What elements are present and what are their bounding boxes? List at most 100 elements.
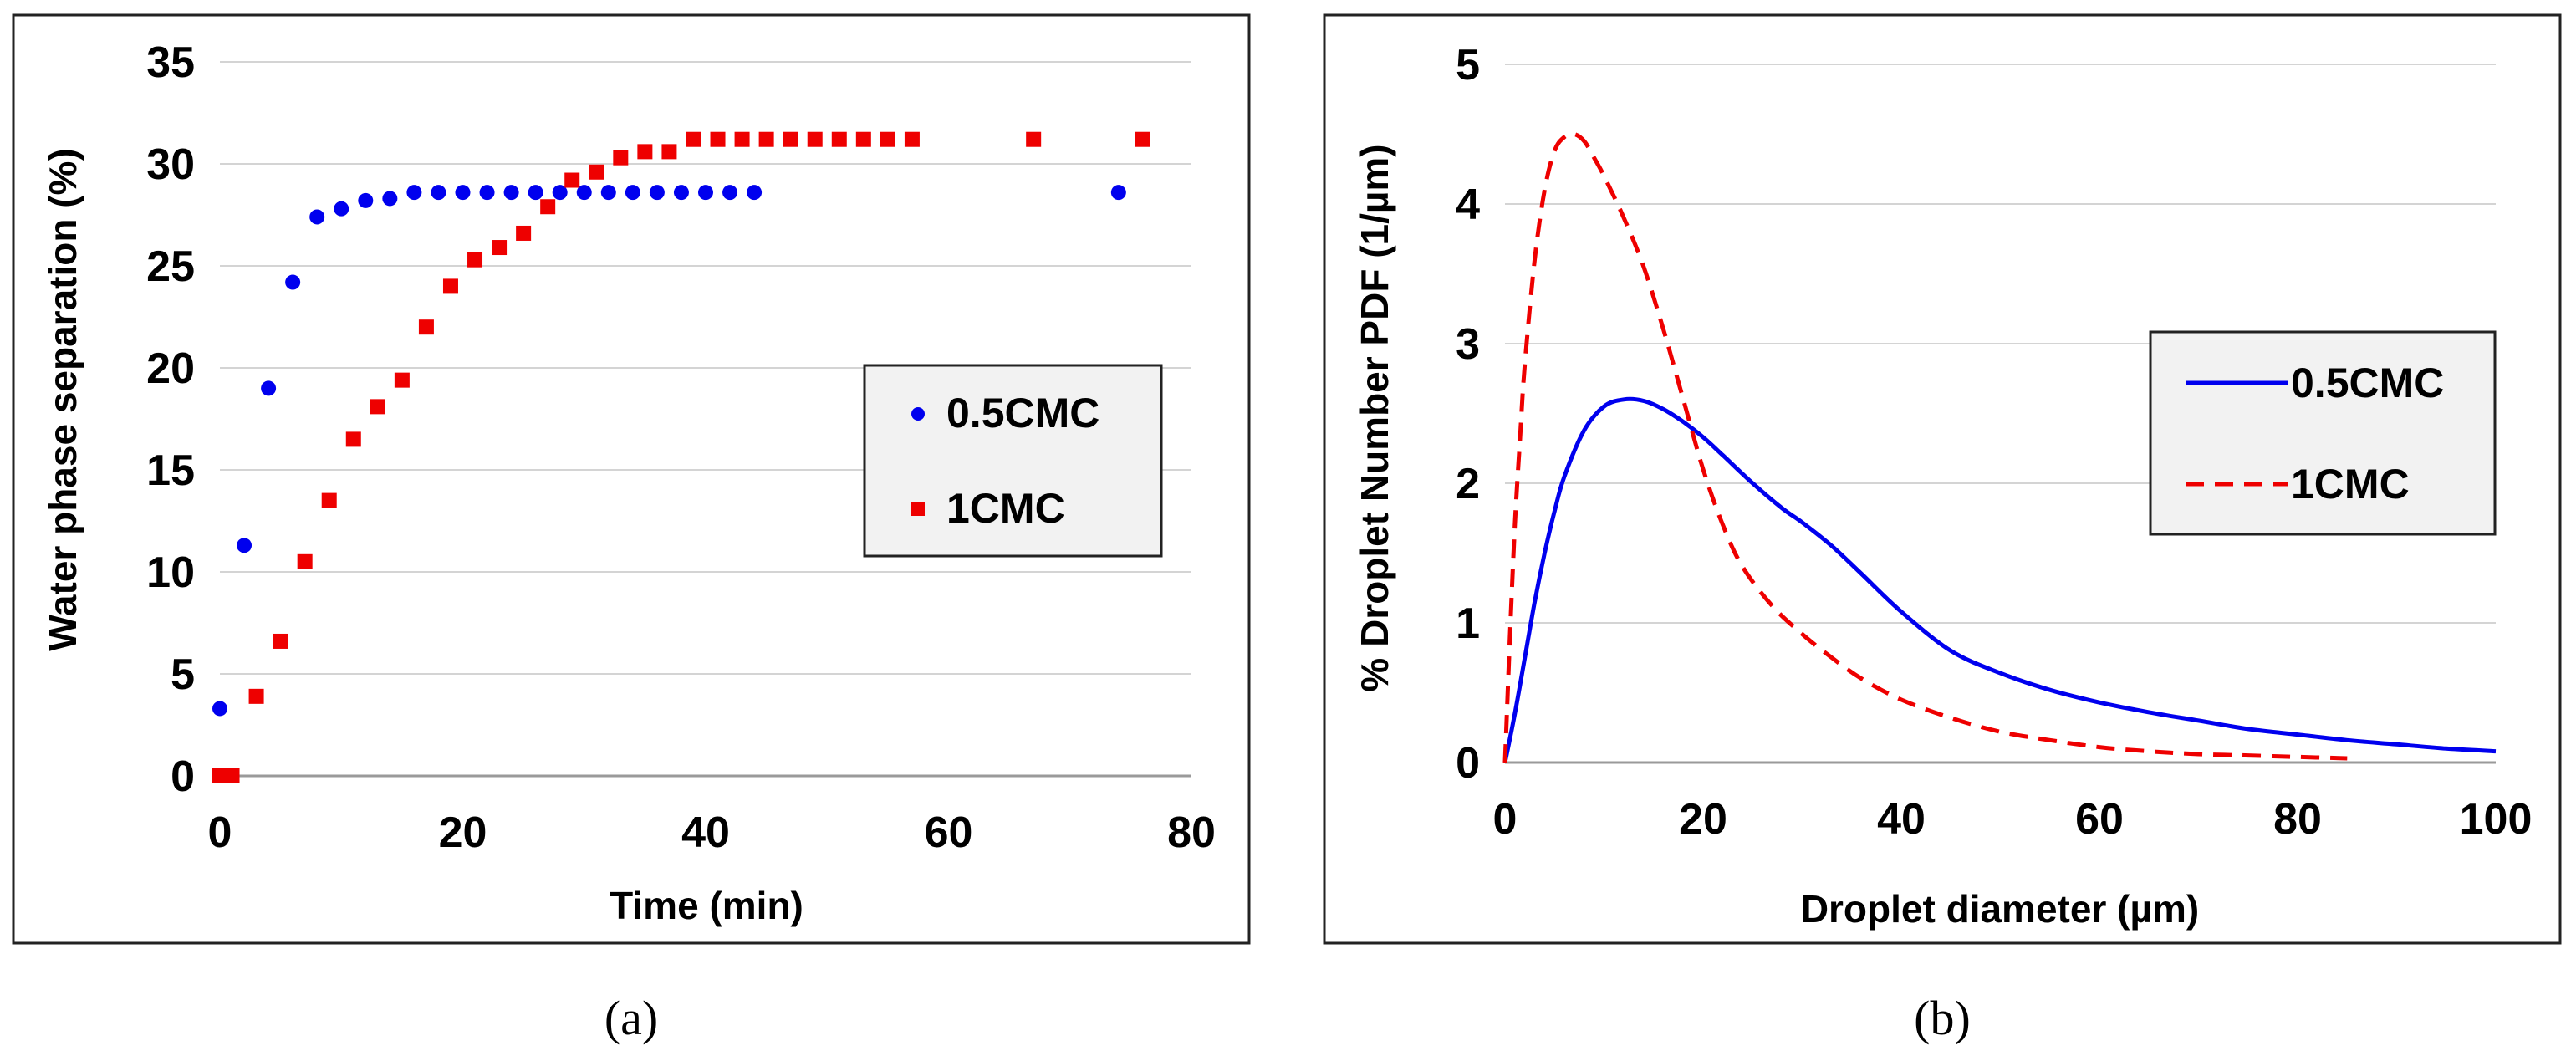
panel-a-x-tick-label: 80 xyxy=(1167,809,1216,857)
panel-a-legend-box xyxy=(863,364,1163,558)
panel-a-point-1cmc xyxy=(564,172,580,188)
panel-a-point-0-5cmc xyxy=(431,185,446,201)
panel-a-point-0-5cmc xyxy=(382,191,398,207)
panel-a-point-1cmc xyxy=(224,768,240,783)
panel-a-caption-label: (a) xyxy=(604,991,658,1045)
panel-a-point-1cmc xyxy=(855,131,871,147)
panel-a-y-tick-label: 20 xyxy=(146,344,195,393)
panel-a-point-1cmc xyxy=(492,240,508,256)
panel-a-point-1cmc xyxy=(248,688,264,704)
panel-a-scatter-chart: 0 5 10 15 20 25 30 35 0 20 40 60 80 Water phase sep… xyxy=(12,13,1251,945)
panel-a-point-1cmc xyxy=(904,131,920,147)
panel-b-x-tick-label: 80 xyxy=(2273,795,2322,844)
panel-b-x-axis-label: Droplet diameter (µm) xyxy=(1801,887,2199,931)
panel-a-point-0-5cmc xyxy=(237,538,252,553)
panel-a-point-0-5cmc xyxy=(552,185,568,201)
panel-b-x-tick-label: 0 xyxy=(1493,795,1518,844)
panel-a-legend-label-1cmc: 1CMC xyxy=(946,485,1065,532)
panel-a-x-tick-label: 60 xyxy=(925,809,973,857)
panel-a-y-tick-label: 5 xyxy=(171,650,195,699)
panel-a-point-1cmc xyxy=(297,553,313,569)
panel-a-x-axis-label: Time (min) xyxy=(610,884,803,927)
panel-a-point-0-5cmc xyxy=(212,701,227,717)
panel-a-point-1cmc xyxy=(467,252,483,268)
panel-a-point-0-5cmc xyxy=(503,185,519,201)
panel-a-point-1cmc xyxy=(212,768,227,783)
panel-a-point-1cmc xyxy=(686,131,701,147)
panel-a-point-0-5cmc xyxy=(1110,185,1126,201)
panel-b-x-tick-labels: 0 20 40 60 80 100 xyxy=(1493,795,2533,844)
panel-b-series-lines xyxy=(1502,131,2497,763)
panel-a-point-1cmc xyxy=(370,399,385,415)
panel-a-y-tick-label: 0 xyxy=(171,752,195,801)
panel-a-point-1cmc xyxy=(758,131,774,147)
panel-a-point-0-5cmc xyxy=(625,185,640,201)
panel-a-x-tick-label: 20 xyxy=(439,809,487,857)
panel-a-point-1cmc xyxy=(394,372,410,388)
panel-b-legend: 0.5CMC 1CMC xyxy=(2149,330,2497,536)
panel-a-point-1cmc xyxy=(783,131,798,147)
panel-a-point-0-5cmc xyxy=(479,185,495,201)
panel-a-legend-marker-1cmc xyxy=(911,502,925,516)
panel-a-y-axis-label: Water phase separation (%) xyxy=(41,148,84,651)
panel-a-point-1cmc xyxy=(807,131,823,147)
panel-a-point-1cmc xyxy=(442,278,458,294)
panel-b-y-tick-label: 2 xyxy=(1456,460,1480,508)
panel-a-point-1cmc xyxy=(345,431,361,447)
panel-a-y-tick-labels: 0 5 10 15 20 25 30 35 xyxy=(146,38,195,801)
panel-a-y-tick-label: 35 xyxy=(146,38,195,87)
panel-a-point-0-5cmc xyxy=(673,185,689,201)
panel-b-line-0-5cmc xyxy=(1502,396,2497,763)
panel-b-x-tick-label: 40 xyxy=(1877,795,1926,844)
panel-b-line-1cmc xyxy=(1502,131,2348,763)
panel-a-point-0-5cmc xyxy=(747,185,763,201)
panel-b-x-tick-label: 60 xyxy=(2075,795,2124,844)
panel-a-point-0-5cmc xyxy=(528,185,543,201)
panel-a-point-1cmc xyxy=(540,199,556,215)
panel-b-x-tick-label: 100 xyxy=(2460,795,2533,844)
panel-b-line-chart: 0 1 2 3 4 5 0 20 40 60 80 100 % Droplet Number PDF… xyxy=(1323,13,2562,945)
panel-a-x-tick-labels: 0 20 40 60 80 xyxy=(208,809,1216,857)
panel-a-point-1cmc xyxy=(831,131,847,147)
panel-a-x-tick-label: 0 xyxy=(208,809,232,857)
panel-a-point-0-5cmc xyxy=(285,274,301,290)
panel-b-caption-label: (b) xyxy=(1914,991,1971,1045)
panel-b-x-tick-label: 20 xyxy=(1679,795,1727,844)
panel-a-point-1cmc xyxy=(880,131,895,147)
panel-a-point-0-5cmc xyxy=(406,185,422,201)
panel-a-y-tick-label: 25 xyxy=(146,242,195,291)
panel-a-y-tick-label: 10 xyxy=(146,548,195,597)
panel-a-point-1cmc xyxy=(589,164,604,180)
panel-b-legend-label-0-5cmc: 0.5CMC xyxy=(2291,360,2444,406)
panel-a-point-1cmc xyxy=(661,144,677,160)
panel-b-y-tick-label: 3 xyxy=(1456,320,1480,369)
panel-a-data-points xyxy=(212,131,1150,783)
panel-a-point-0-5cmc xyxy=(358,192,374,208)
panel-a-point-1cmc xyxy=(273,633,288,649)
panel-a-point-0-5cmc xyxy=(576,185,592,201)
panel-a-legend-marker-0-5cmc xyxy=(911,407,925,421)
panel-a-point-1cmc xyxy=(710,131,726,147)
panel-b-y-axis-label: % Droplet Number PDF (1/µm) xyxy=(1353,144,1396,691)
panel-b-y-tick-labels: 0 1 2 3 4 5 xyxy=(1456,41,1480,788)
panel-a-point-0-5cmc xyxy=(600,185,616,201)
panel-b-y-tick-label: 4 xyxy=(1456,181,1480,229)
panel-a-point-1cmc xyxy=(734,131,750,147)
panel-a-legend: 0.5CMC 1CMC xyxy=(863,364,1163,558)
panel-a-y-tick-label: 15 xyxy=(146,446,195,495)
panel-a-point-1cmc xyxy=(516,225,532,241)
panel-b-y-tick-label: 5 xyxy=(1456,41,1480,89)
panel-a-point-1cmc xyxy=(637,144,653,160)
panel-a-point-1cmc xyxy=(321,492,337,508)
panel-a-point-0-5cmc xyxy=(698,185,713,201)
panel-a-point-1cmc xyxy=(418,319,434,335)
panel-a-point-0-5cmc xyxy=(722,185,738,201)
panel-b-legend-box xyxy=(2149,330,2497,536)
panel-a-point-0-5cmc xyxy=(309,209,325,225)
panel-b-y-tick-label: 1 xyxy=(1456,599,1480,648)
panel-a-point-0-5cmc xyxy=(261,380,277,396)
panel-a-x-tick-label: 40 xyxy=(681,809,730,857)
panel-a-point-0-5cmc xyxy=(455,185,471,201)
panel-b-legend-label-1cmc: 1CMC xyxy=(2291,461,2410,508)
